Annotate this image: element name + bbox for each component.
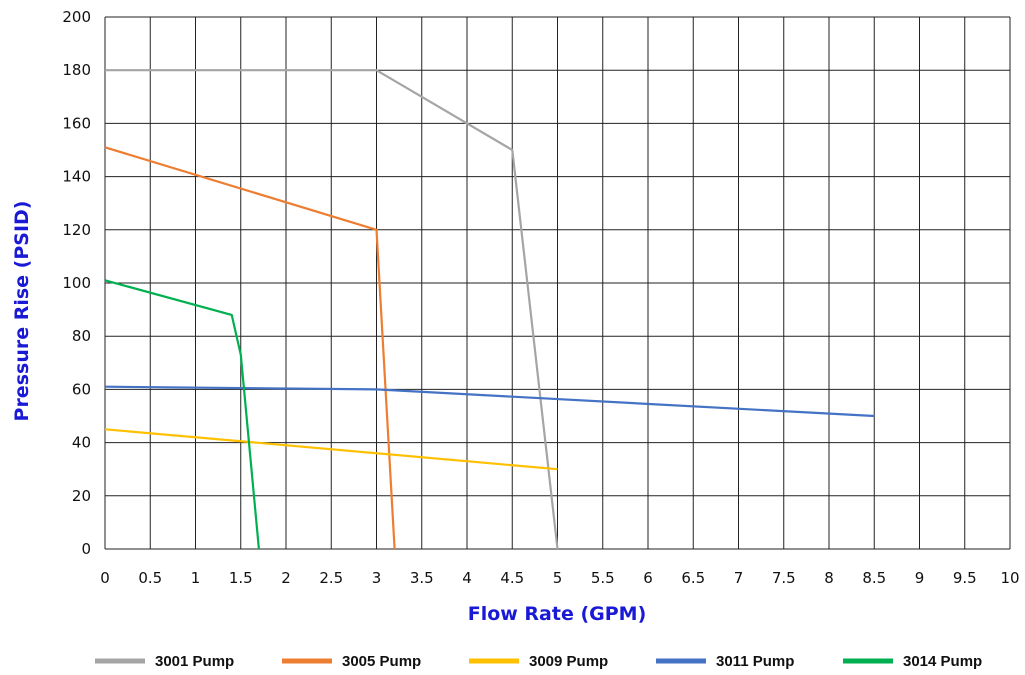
x-tick-label: 0 [100, 569, 110, 587]
x-tick-label: 6.5 [681, 569, 705, 587]
x-axis-title: Flow Rate (GPM) [468, 603, 647, 625]
y-tick-label: 60 [72, 380, 91, 398]
legend-item: 3005 Pump [282, 653, 421, 670]
x-tick-label: 2 [281, 569, 291, 587]
legend-label: 3005 Pump [342, 653, 421, 670]
x-tick-label: 0.5 [138, 569, 162, 587]
y-tick-label: 0 [81, 540, 91, 558]
x-tick-label: 7.5 [772, 569, 796, 587]
series-lines [104, 69, 875, 550]
y-tick-label: 80 [72, 327, 91, 345]
legend: 3001 Pump 3005 Pump 3009 Pump 3011 Pump 3014… [95, 653, 982, 670]
y-tick-label: 140 [62, 168, 91, 186]
x-tick-label: 4.5 [500, 569, 524, 587]
x-tick-label: 2.5 [319, 569, 343, 587]
y-tick-label: 160 [62, 114, 91, 132]
x-tick-label: 4 [462, 569, 472, 587]
x-tick-label: 9.5 [953, 569, 977, 587]
x-tick-label: 1.5 [229, 569, 253, 587]
y-tick-label: 20 [72, 487, 91, 505]
x-tick-label: 9 [915, 569, 925, 587]
x-tick-label: 1 [191, 569, 201, 587]
gridlines [104, 16, 1011, 550]
y-tick-label: 200 [62, 8, 91, 26]
series-line-3001-pump [105, 69, 559, 550]
legend-label: 3011 Pump [716, 653, 794, 670]
x-tick-label: 5.5 [591, 569, 615, 587]
series-line-3005-pump [104, 146, 396, 550]
x-tick-label: 7 [734, 569, 744, 587]
x-tick-label: 10 [1000, 569, 1019, 587]
x-tick-label: 3 [372, 569, 382, 587]
legend-item: 3011 Pump [656, 653, 794, 670]
x-axis-ticks: 0 0.5 1 1.5 2 2.5 3 3.5 4 4.5 5 5.5 6 6.5 7 7.5 8 8.5 9 9.5… [100, 569, 1019, 587]
legend-label: 3009 Pump [529, 653, 608, 670]
series-line-3011-pump [104, 385, 875, 418]
x-tick-label: 6 [643, 569, 653, 587]
y-tick-label: 100 [62, 274, 91, 292]
y-tick-label: 180 [62, 61, 91, 79]
legend-item: 3014 Pump [843, 653, 982, 670]
y-axis-title: Pressure Rise (PSID) [11, 201, 33, 422]
legend-item: 3001 Pump [95, 653, 234, 670]
x-tick-label: 3.5 [410, 569, 434, 587]
x-tick-label: 8 [824, 569, 834, 587]
y-axis-ticks: 0 20 40 60 80 100 120 140 160 180 200 [62, 8, 91, 558]
y-tick-label: 40 [72, 434, 91, 452]
legend-label: 3014 Pump [903, 653, 982, 670]
series-line-3014-pump [104, 279, 260, 550]
x-tick-label: 5 [553, 569, 563, 587]
legend-label: 3001 Pump [155, 653, 234, 670]
y-tick-label: 120 [62, 221, 91, 239]
legend-item: 3009 Pump [469, 653, 608, 670]
series-line-3009-pump [104, 428, 558, 471]
x-tick-label: 8.5 [862, 569, 886, 587]
